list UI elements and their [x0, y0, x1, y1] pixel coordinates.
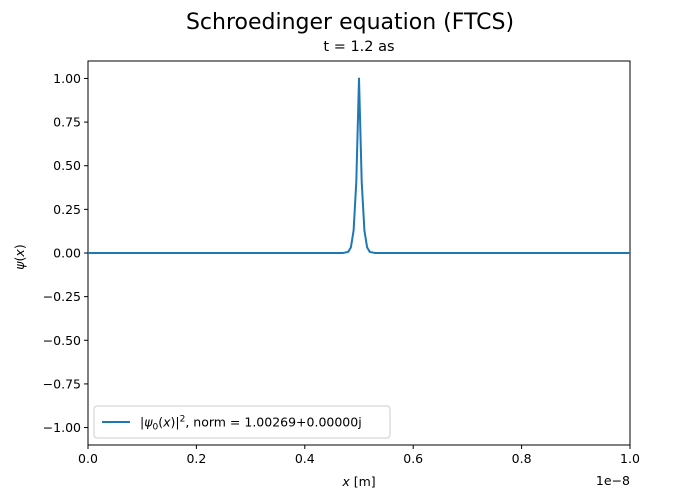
x-tick-label: 1.0	[620, 451, 640, 466]
plot-area: 0.0 0.2 0.4 0.6 0.8 1.0 1.00 0.75 0.50 0.25 0.00 −…	[43, 60, 640, 466]
y-tick-label: 1.00	[53, 71, 81, 86]
y-tick-label: −0.75	[43, 376, 81, 391]
x-axis-label: x [m]	[341, 474, 375, 489]
y-axis-ticks: 1.00 0.75 0.50 0.25 0.00 −0.25 −0.50 −0.75 −1.00	[43, 71, 88, 435]
y-tick-label: 0.00	[53, 246, 81, 261]
x-tick-label: 0.8	[512, 451, 532, 466]
x-axis-ticks: 0.0 0.2 0.4 0.6 0.8 1.0	[78, 445, 640, 466]
legend-entry-label: |ψ0(x)|2, norm = 1.00269+0.00000j	[140, 415, 362, 433]
legend-box	[93, 405, 391, 439]
y-tick-label: −1.00	[43, 420, 81, 435]
y-tick-label: 0.75	[53, 115, 81, 130]
series-line-0	[88, 77, 630, 254]
y-axis-label: ψ(x)	[12, 244, 27, 269]
x-tick-label: 0.2	[186, 451, 206, 466]
legend: |ψ0(x)|2, norm = 1.00269+0.00000j	[93, 405, 391, 439]
series-layer	[88, 77, 630, 254]
y-tick-label: 0.50	[53, 158, 81, 173]
x-tick-label: 0.4	[295, 451, 315, 466]
chart-title: t = 1.2 as	[323, 39, 394, 55]
x-tick-label: 0.0	[78, 451, 98, 466]
y-tick-label: −0.50	[43, 333, 81, 348]
y-tick-label: 0.25	[53, 202, 81, 217]
x-tick-label: 0.6	[403, 451, 423, 466]
y-tick-label: −0.25	[43, 289, 81, 304]
x-offset-label: 1e−8	[596, 473, 630, 488]
chart-suptitle: Schroedinger equation (FTCS)	[186, 10, 514, 35]
